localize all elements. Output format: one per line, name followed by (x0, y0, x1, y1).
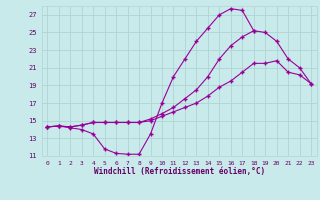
X-axis label: Windchill (Refroidissement éolien,°C): Windchill (Refroidissement éolien,°C) (94, 167, 265, 176)
